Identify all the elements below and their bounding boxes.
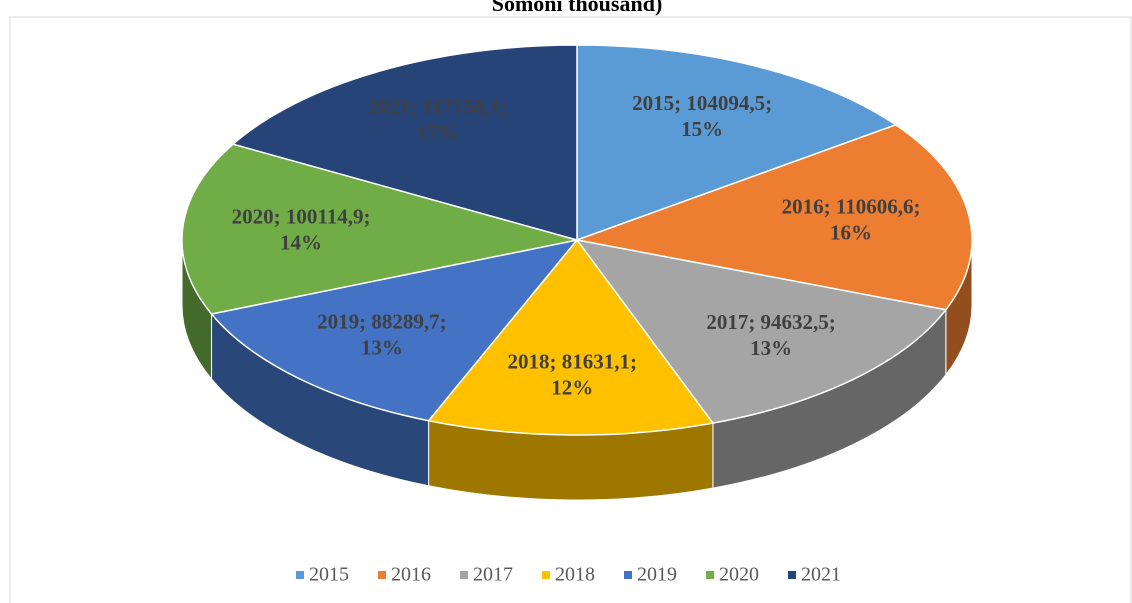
legend-label: 2021	[801, 564, 841, 586]
legend-marker	[706, 571, 714, 579]
legend-label: 2015	[309, 564, 349, 586]
data-label: 2019; 88289,7;	[317, 310, 447, 334]
legend-label: 2018	[555, 564, 595, 586]
data-label: 2018; 81631,1;	[508, 349, 638, 373]
slice	[427, 238, 715, 436]
legend-marker	[788, 571, 796, 579]
data-label: 14%	[280, 230, 322, 254]
data-label: 17%	[417, 121, 459, 145]
data-label: 2020; 100114,9;	[232, 204, 371, 228]
data-label: 2017; 94632,5;	[706, 310, 836, 334]
legend-label: 2020	[719, 564, 759, 586]
slice	[575, 238, 948, 424]
slice	[181, 143, 578, 315]
slice	[576, 44, 898, 242]
data-label: 13%	[750, 336, 792, 360]
legend-label: 2017	[473, 564, 513, 586]
legend-marker	[624, 571, 632, 579]
data-label: 2016; 110606,6;	[782, 195, 921, 219]
data-label: 16%	[830, 221, 872, 245]
legend-marker	[542, 571, 550, 579]
data-label: 12%	[551, 375, 593, 399]
chart-frame	[9, 16, 1132, 603]
chart-title: Somoni thousand)	[492, 0, 663, 16]
legend-marker	[296, 571, 304, 579]
slice	[574, 124, 973, 311]
slice	[231, 44, 578, 241]
data-label: 2021; 117158,1;	[368, 95, 507, 119]
legend-marker	[378, 571, 386, 579]
legend-label: 2016	[391, 564, 431, 586]
legend-marker	[460, 571, 468, 579]
data-label: 15%	[681, 117, 723, 141]
data-label: 13%	[361, 336, 403, 360]
slice	[210, 238, 579, 422]
data-label: 2015; 104094,5;	[632, 91, 772, 115]
legend-label: 2019	[637, 564, 677, 586]
